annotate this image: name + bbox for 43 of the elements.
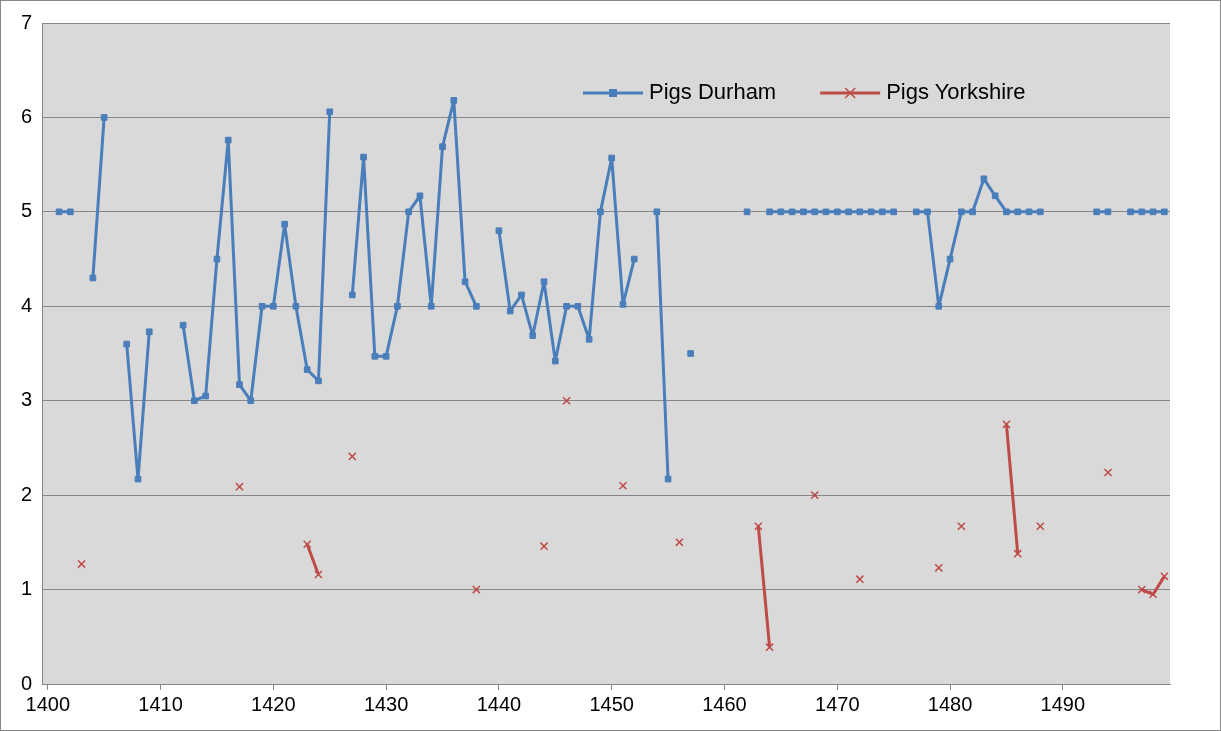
x-tick-label: 1470 bbox=[815, 692, 860, 715]
x-tick-label: 1480 bbox=[927, 692, 973, 715]
y-tick-label: 1 bbox=[21, 577, 33, 600]
y-tick-label: 5 bbox=[21, 199, 33, 222]
x-tick-label: 1410 bbox=[138, 692, 183, 715]
point bbox=[1002, 420, 1011, 429]
x-tick-label: 1420 bbox=[251, 692, 296, 715]
y-tick-label: 3 bbox=[21, 388, 33, 411]
y-tick-label: 2 bbox=[21, 482, 33, 505]
x-tick-label: 1400 bbox=[25, 692, 71, 715]
point bbox=[1013, 549, 1023, 558]
x-tick-label: 1460 bbox=[702, 692, 747, 715]
point bbox=[1103, 468, 1113, 477]
point bbox=[1148, 590, 1158, 599]
x-tick-label: 1490 bbox=[1040, 692, 1086, 715]
y-tick-label: 4 bbox=[21, 293, 33, 316]
point bbox=[765, 642, 774, 652]
point bbox=[302, 539, 312, 549]
point bbox=[235, 482, 244, 491]
point bbox=[1160, 572, 1169, 581]
y-tick-label: 7 bbox=[21, 10, 33, 33]
x-tick-label: 1440 bbox=[476, 692, 522, 715]
y-tick-label: 0 bbox=[21, 671, 33, 694]
point bbox=[754, 522, 763, 531]
point bbox=[1137, 585, 1147, 594]
point bbox=[675, 538, 684, 547]
point bbox=[77, 559, 86, 569]
point bbox=[348, 452, 357, 461]
point bbox=[562, 396, 571, 405]
point bbox=[1036, 522, 1045, 531]
legend-label: Pigs Durham bbox=[649, 79, 777, 105]
point bbox=[472, 585, 481, 594]
x-tick-label: 1450 bbox=[589, 692, 634, 715]
point bbox=[810, 490, 819, 500]
point bbox=[314, 570, 323, 579]
point bbox=[539, 541, 549, 551]
point bbox=[855, 574, 865, 584]
point bbox=[618, 481, 628, 490]
y-tick-label: 6 bbox=[21, 104, 33, 127]
point bbox=[957, 522, 966, 531]
legend-label: Pigs Yorkshire bbox=[886, 79, 1026, 105]
point bbox=[934, 563, 944, 573]
x-tick-label: 1430 bbox=[363, 692, 409, 715]
